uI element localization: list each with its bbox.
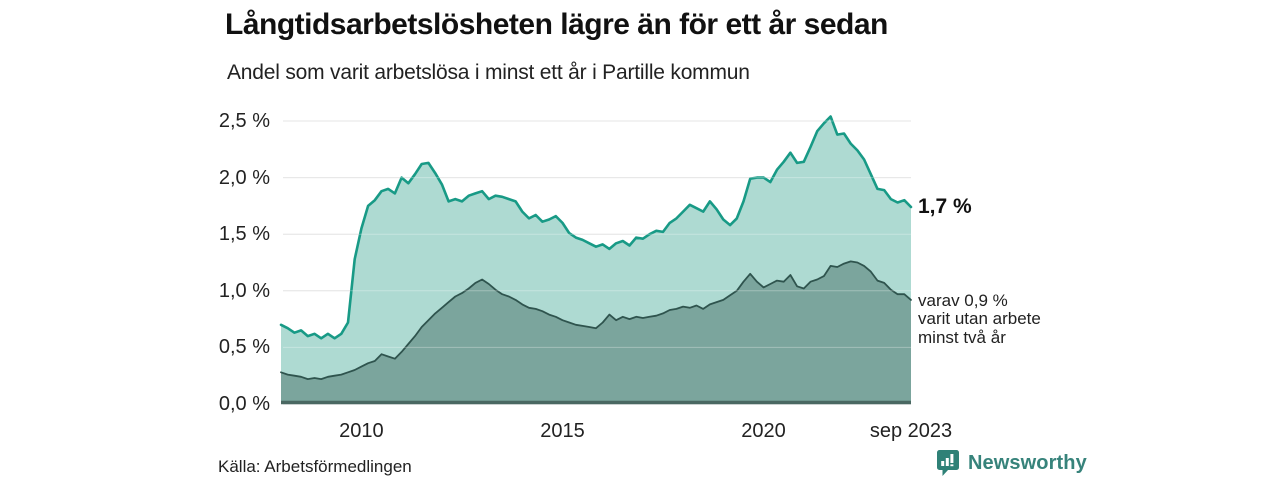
page-title: Långtidsarbetslösheten lägre än för ett … — [225, 8, 888, 41]
newsworthy-logo-text: Newsworthy — [968, 451, 1087, 474]
series-arbetslosa-minst-ett-ar-line — [279, 115, 913, 340]
x-axis-tick-label: sep 2023 — [869, 420, 953, 442]
series-annotation-line: varav 0,9 % — [918, 290, 1008, 310]
newsworthy-logo: Newsworthy — [936, 449, 1087, 477]
y-axis-tick-label: 1,0 % — [218, 279, 270, 302]
x-axis-tick-label: 2015 — [540, 420, 585, 442]
y-axis-tick-label: 0,0 % — [218, 393, 270, 415]
y-axis-tick-label: 0,5 % — [218, 336, 270, 359]
series-end-value-label: 1,7 % — [918, 195, 972, 219]
newsworthy-logo-icon — [937, 450, 959, 476]
series-annotation-line: varit utan arbete — [918, 309, 1041, 329]
source-attribution: Källa: Arbetsförmedlingen — [218, 457, 412, 476]
series-arbetslosa-minst-tva-ar-line — [280, 260, 912, 380]
y-axis-tick-label: 2,0 % — [218, 166, 270, 189]
series-annotation: varav 0,9 % varit utan arbete minst två … — [918, 290, 1041, 348]
y-axis-tick-label: 1,5 % — [218, 223, 270, 246]
series-arbetslosa-minst-tva-ar-area — [281, 261, 911, 404]
x-axis-tick-label: 2020 — [741, 420, 786, 442]
chart-subtitle: Andel som varit arbetslösa i minst ett å… — [227, 61, 750, 84]
series-annotation-line: minst två år — [918, 327, 1006, 347]
y-axis-tick-label: 2,5 % — [218, 110, 270, 132]
x-axis-tick-label: 2010 — [339, 420, 384, 442]
